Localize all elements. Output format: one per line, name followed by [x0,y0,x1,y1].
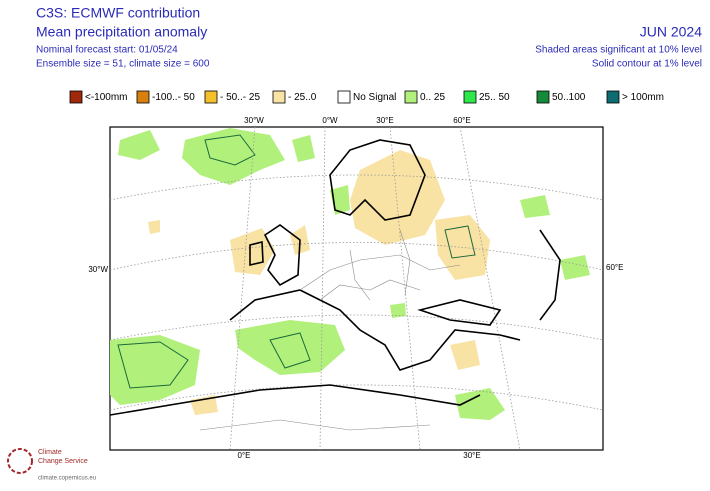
legend-swatch [536,90,550,104]
map-content [110,127,603,450]
legend-swatch [606,90,620,104]
logo-url: climate.copernicus.eu [38,476,96,482]
legend-swatch [136,90,150,104]
legend-swatch [404,90,418,104]
lon-label: 0°E [238,451,251,460]
legend-label: 25.. 50 [479,92,510,103]
legend-label: 50..100 [552,92,586,103]
logo-line1: Climate [38,449,62,456]
logo: Climate Change Service climate.copernicu… [7,448,96,482]
legend-label: 0.. 25 [420,92,445,103]
legend-label: <-100mm [85,92,128,103]
lon-label: 60°E [453,116,470,125]
lon-label: 30°E [376,116,393,125]
legend-swatch [272,90,286,104]
significance-contours [117,134,476,389]
lon-label: 30°E [463,451,480,460]
logo-line2: Change Service [38,458,88,465]
legend-label: - 50..- 25 [220,92,260,103]
subtitle: Mean precipitation anomaly [36,24,207,40]
graticule-labels: 30°W 0°W 30°E 60°E 30°W 60°E 0°E 30°E [88,116,623,460]
lat-label: 30°W [88,265,108,274]
title: C3S: ECMWF contribution [36,5,200,21]
legend-label: - 25..0 [288,92,317,103]
note-shaded: Shaded areas significant at 10% level [535,45,702,56]
map-frame [109,126,604,451]
legend-label: No Signal [353,92,396,103]
logo-mark [7,448,33,474]
legend-label: -100..- 50 [152,92,195,103]
legend-label: > 100mm [622,92,664,103]
graticule [110,127,603,450]
map [109,126,604,451]
positive-areas [110,128,590,420]
lat-label: 60°E [606,263,623,272]
lon-label: 0°W [322,116,338,125]
lon-label: 30°W [244,116,264,125]
forecast-start: Nominal forecast start: 01/05/24 [36,45,178,56]
legend-swatch [69,90,83,104]
ensemble: Ensemble size = 51, climate size = 600 [36,59,210,70]
coastlines [110,139,561,416]
legend-swatch [463,90,477,104]
legend-swatch [337,90,351,104]
legend-swatch [204,90,218,104]
note-contour: Solid contour at 1% level [592,59,702,70]
month: JUN 2024 [640,24,702,40]
borders [199,229,461,431]
legend: <-100mm -100..- 50 - 50..- 25 - 25..0 No Sig… [69,90,664,104]
